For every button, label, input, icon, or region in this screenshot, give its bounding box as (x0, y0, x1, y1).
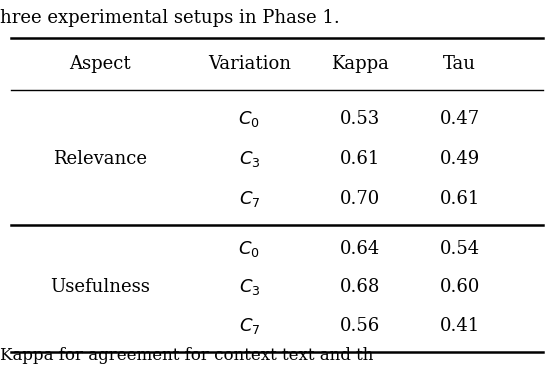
Text: Tau: Tau (443, 55, 476, 73)
Text: 0.60: 0.60 (440, 278, 480, 296)
Text: Aspect: Aspect (69, 55, 131, 73)
Text: 0.61: 0.61 (440, 190, 480, 209)
Text: 0.56: 0.56 (340, 317, 380, 335)
Text: $C_3$: $C_3$ (239, 277, 260, 297)
Text: $C_3$: $C_3$ (239, 149, 260, 169)
Text: 0.70: 0.70 (340, 190, 380, 209)
Text: Variation: Variation (208, 55, 291, 73)
Text: 0.61: 0.61 (340, 150, 380, 168)
Text: 0.53: 0.53 (340, 110, 380, 128)
Text: 0.54: 0.54 (440, 240, 480, 258)
Text: 0.64: 0.64 (340, 240, 380, 258)
Text: 0.47: 0.47 (440, 110, 480, 128)
Text: 0.49: 0.49 (440, 150, 480, 168)
Text: 0.68: 0.68 (340, 278, 380, 296)
Text: $C_7$: $C_7$ (239, 316, 260, 336)
Text: Relevance: Relevance (53, 150, 147, 168)
Text: $C_7$: $C_7$ (239, 190, 260, 209)
Text: $C_0$: $C_0$ (238, 239, 260, 259)
Text: Kappa: Kappa (331, 55, 389, 73)
Text: 0.41: 0.41 (440, 317, 480, 335)
Text: hree experimental setups in Phase 1.: hree experimental setups in Phase 1. (0, 9, 340, 27)
Text: Kappa for agreement for context text and th: Kappa for agreement for context text and… (0, 347, 373, 364)
Text: Usefulness: Usefulness (50, 278, 150, 296)
Text: $C_0$: $C_0$ (238, 109, 260, 129)
